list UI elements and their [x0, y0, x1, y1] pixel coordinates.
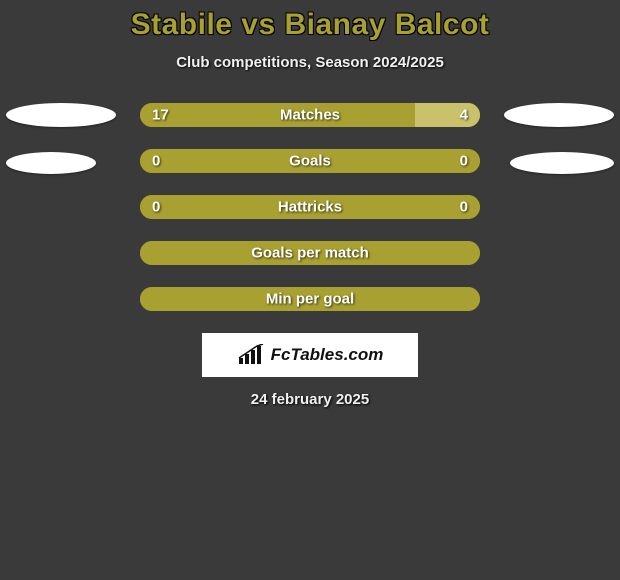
player-right-ellipse	[510, 152, 614, 174]
stat-right-value: 0	[460, 153, 468, 170]
bars-icon	[237, 344, 267, 366]
logo-text: FcTables.com	[271, 345, 384, 365]
stat-label: Goals	[289, 153, 331, 170]
stat-bar: Min per goal	[140, 287, 480, 311]
subtitle: Club competitions, Season 2024/2025	[0, 54, 620, 71]
comparison-row: 0 Goals 0	[0, 149, 620, 175]
comparison-row: Goals per match	[0, 241, 620, 267]
comparison-row: 17 Matches 4	[0, 103, 620, 129]
logo-box: FcTables.com	[202, 333, 418, 377]
comparison-row: Min per goal	[0, 287, 620, 313]
stat-label: Min per goal	[266, 291, 354, 308]
stat-label: Matches	[280, 107, 340, 124]
player-left-ellipse	[6, 103, 116, 127]
stat-bar-right-fill	[415, 103, 480, 127]
infographic-container: Stabile vs Bianay Balcot Club competitio…	[0, 0, 620, 408]
stat-bar: 0 Goals 0	[140, 149, 480, 173]
player-left-ellipse	[6, 152, 96, 174]
stat-left-value: 0	[152, 199, 160, 216]
stat-bar: 0 Hattricks 0	[140, 195, 480, 219]
stat-label: Goals per match	[251, 245, 369, 262]
comparison-rows: 17 Matches 4 0 Goals 0 0 Hattricks 0 Goals per ma…	[0, 103, 620, 313]
date-label: 24 february 2025	[0, 391, 620, 408]
page-title: Stabile vs Bianay Balcot	[0, 8, 620, 42]
stat-right-value: 0	[460, 199, 468, 216]
stat-bar-left-fill	[140, 103, 415, 127]
stat-bar: Goals per match	[140, 241, 480, 265]
stat-left-value: 0	[152, 153, 160, 170]
comparison-row: 0 Hattricks 0	[0, 195, 620, 221]
stat-left-value: 17	[152, 107, 169, 124]
stat-label: Hattricks	[278, 199, 342, 216]
stat-bar: 17 Matches 4	[140, 103, 480, 127]
stat-right-value: 4	[460, 107, 468, 124]
player-right-ellipse	[504, 103, 614, 127]
